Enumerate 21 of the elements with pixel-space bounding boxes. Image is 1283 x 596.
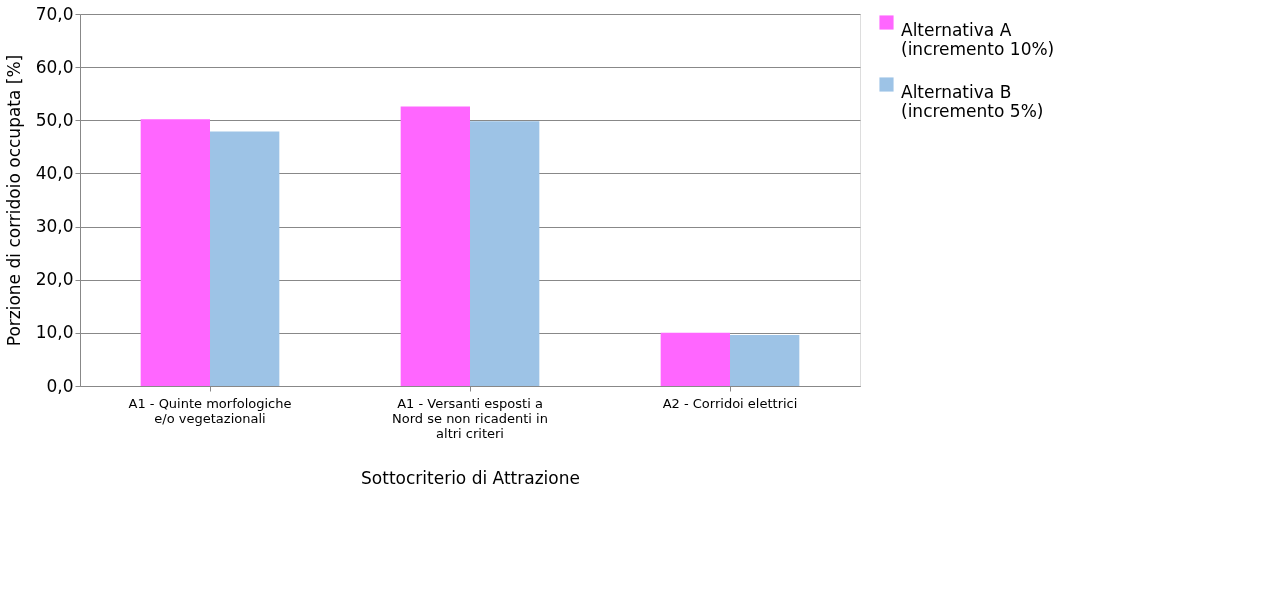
x-tick-label: A1 - Versanti esposti a Nord se non ricadenti in altri criteri xyxy=(392,395,548,441)
y-tick-label: 20,0 xyxy=(35,269,74,290)
x-tick-label: A2 - Corridoi elettrici xyxy=(662,395,798,411)
y-tick-label: 60,0 xyxy=(35,56,74,77)
y-tick-label: 50,0 xyxy=(35,109,74,130)
bar xyxy=(210,131,280,386)
x-tick-label: A1 - Quinte morfologiche e/o vegetazionali xyxy=(128,395,292,426)
legend-label: Alternativa A (incremento 10%) xyxy=(901,19,1055,59)
y-tick-label: 0,0 xyxy=(46,375,74,396)
y-tick-label: 40,0 xyxy=(35,162,74,183)
bar xyxy=(660,332,730,386)
x-axis-title: Sottocriterio di Attrazione xyxy=(361,467,580,488)
y-tick-label: 10,0 xyxy=(35,322,74,343)
y-tick-label: 70,0 xyxy=(35,3,74,24)
bar xyxy=(470,121,540,386)
bar xyxy=(140,119,210,386)
y-tick-label: 30,0 xyxy=(35,216,74,237)
y-axis-title: Porzione di corridoio occupata [%] xyxy=(3,54,24,347)
bar xyxy=(400,106,470,386)
bar xyxy=(730,334,800,386)
legend-label: Alternativa B (incremento 5%) xyxy=(901,81,1044,121)
